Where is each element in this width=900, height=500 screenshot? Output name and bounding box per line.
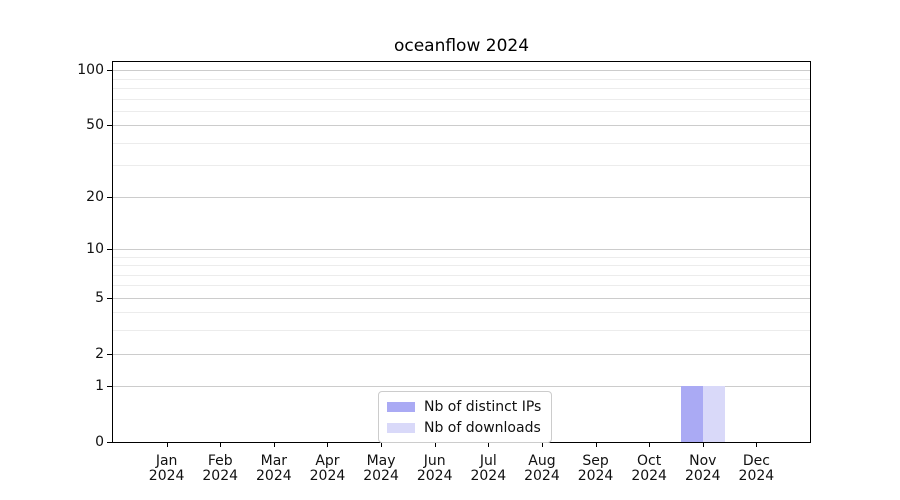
gridline-major bbox=[113, 386, 810, 388]
legend-swatch-distinct-ips bbox=[387, 401, 415, 412]
gridline-major bbox=[113, 125, 810, 127]
gridline-minor bbox=[113, 274, 810, 276]
legend-item-downloads: Nb of downloads bbox=[387, 418, 541, 437]
legend: Nb of distinct IPs Nb of downloads bbox=[378, 391, 553, 443]
x-tick-label: Dec 2024 bbox=[738, 453, 775, 484]
gridline-minor bbox=[113, 330, 810, 332]
chart-title: oceanflow 2024 bbox=[393, 36, 530, 56]
gridline-minor bbox=[113, 78, 810, 80]
x-tick-mark bbox=[435, 443, 436, 447]
gridline-minor bbox=[113, 110, 810, 112]
y-tick-label: 0 bbox=[95, 434, 104, 450]
x-tick-mark bbox=[220, 443, 221, 447]
y-tick-label: 50 bbox=[86, 117, 104, 134]
gridline-minor bbox=[113, 312, 810, 314]
x-tick-label: May 2024 bbox=[363, 453, 399, 484]
x-tick-label: Aug 2024 bbox=[524, 453, 560, 484]
x-tick-mark bbox=[649, 443, 650, 447]
x-tick-mark bbox=[596, 443, 597, 447]
y-tick-label: 5 bbox=[95, 289, 104, 306]
gridline-minor bbox=[113, 98, 810, 100]
gridline-minor bbox=[113, 142, 810, 144]
x-tick-mark bbox=[488, 443, 489, 447]
y-tick-label: 20 bbox=[86, 188, 104, 205]
y-tick-mark bbox=[107, 386, 112, 388]
x-tick-mark bbox=[327, 443, 328, 447]
x-tick-mark bbox=[703, 443, 704, 447]
gridline-minor bbox=[113, 165, 810, 167]
bar-downloads-nov bbox=[702, 386, 725, 442]
x-tick-label: Jun 2024 bbox=[416, 453, 453, 484]
x-tick-label: Mar 2024 bbox=[256, 453, 292, 484]
x-tick-label: Oct 2024 bbox=[631, 453, 667, 484]
gridline-minor bbox=[113, 285, 810, 287]
y-tick-mark bbox=[107, 125, 112, 127]
bar-distinct-ips-nov bbox=[680, 386, 703, 442]
legend-swatch-downloads bbox=[387, 422, 415, 433]
y-tick-label: 1 bbox=[95, 378, 104, 395]
gridline-minor bbox=[113, 265, 810, 267]
gridline-minor bbox=[113, 256, 810, 258]
y-tick-label: 10 bbox=[86, 240, 104, 257]
legend-label-downloads: Nb of downloads bbox=[424, 419, 541, 436]
x-tick-label: Apr 2024 bbox=[309, 453, 346, 484]
x-tick-mark bbox=[542, 443, 543, 447]
x-tick-mark bbox=[756, 443, 757, 447]
y-tick-label: 2 bbox=[95, 345, 104, 362]
x-tick-label: Jul 2024 bbox=[470, 453, 507, 484]
gridline-major bbox=[113, 70, 810, 72]
x-tick-label: Sep 2024 bbox=[577, 453, 614, 484]
y-tick-mark bbox=[107, 70, 112, 72]
y-tick-mark bbox=[107, 297, 112, 299]
y-tick-mark bbox=[107, 196, 112, 198]
legend-item-distinct-ips: Nb of distinct IPs bbox=[387, 397, 541, 416]
x-tick-mark bbox=[274, 443, 275, 447]
gridline-major bbox=[113, 196, 810, 198]
y-tick-mark bbox=[107, 442, 112, 443]
plot-area: Nb of distinct IPs Nb of downloads bbox=[112, 61, 811, 443]
x-tick-label: Jan 2024 bbox=[148, 453, 185, 484]
gridline-major bbox=[113, 297, 810, 299]
gridline-major bbox=[113, 248, 810, 250]
x-tick-mark bbox=[167, 443, 168, 447]
gridline-minor bbox=[113, 88, 810, 90]
x-tick-mark bbox=[381, 443, 382, 447]
y-tick-label: 100 bbox=[77, 62, 104, 79]
y-tick-mark bbox=[107, 248, 112, 250]
x-tick-label: Nov 2024 bbox=[684, 453, 721, 484]
legend-label-distinct-ips: Nb of distinct IPs bbox=[424, 398, 542, 415]
y-tick-mark bbox=[107, 353, 112, 355]
x-tick-label: Feb 2024 bbox=[202, 453, 239, 484]
gridline-major bbox=[113, 353, 810, 355]
